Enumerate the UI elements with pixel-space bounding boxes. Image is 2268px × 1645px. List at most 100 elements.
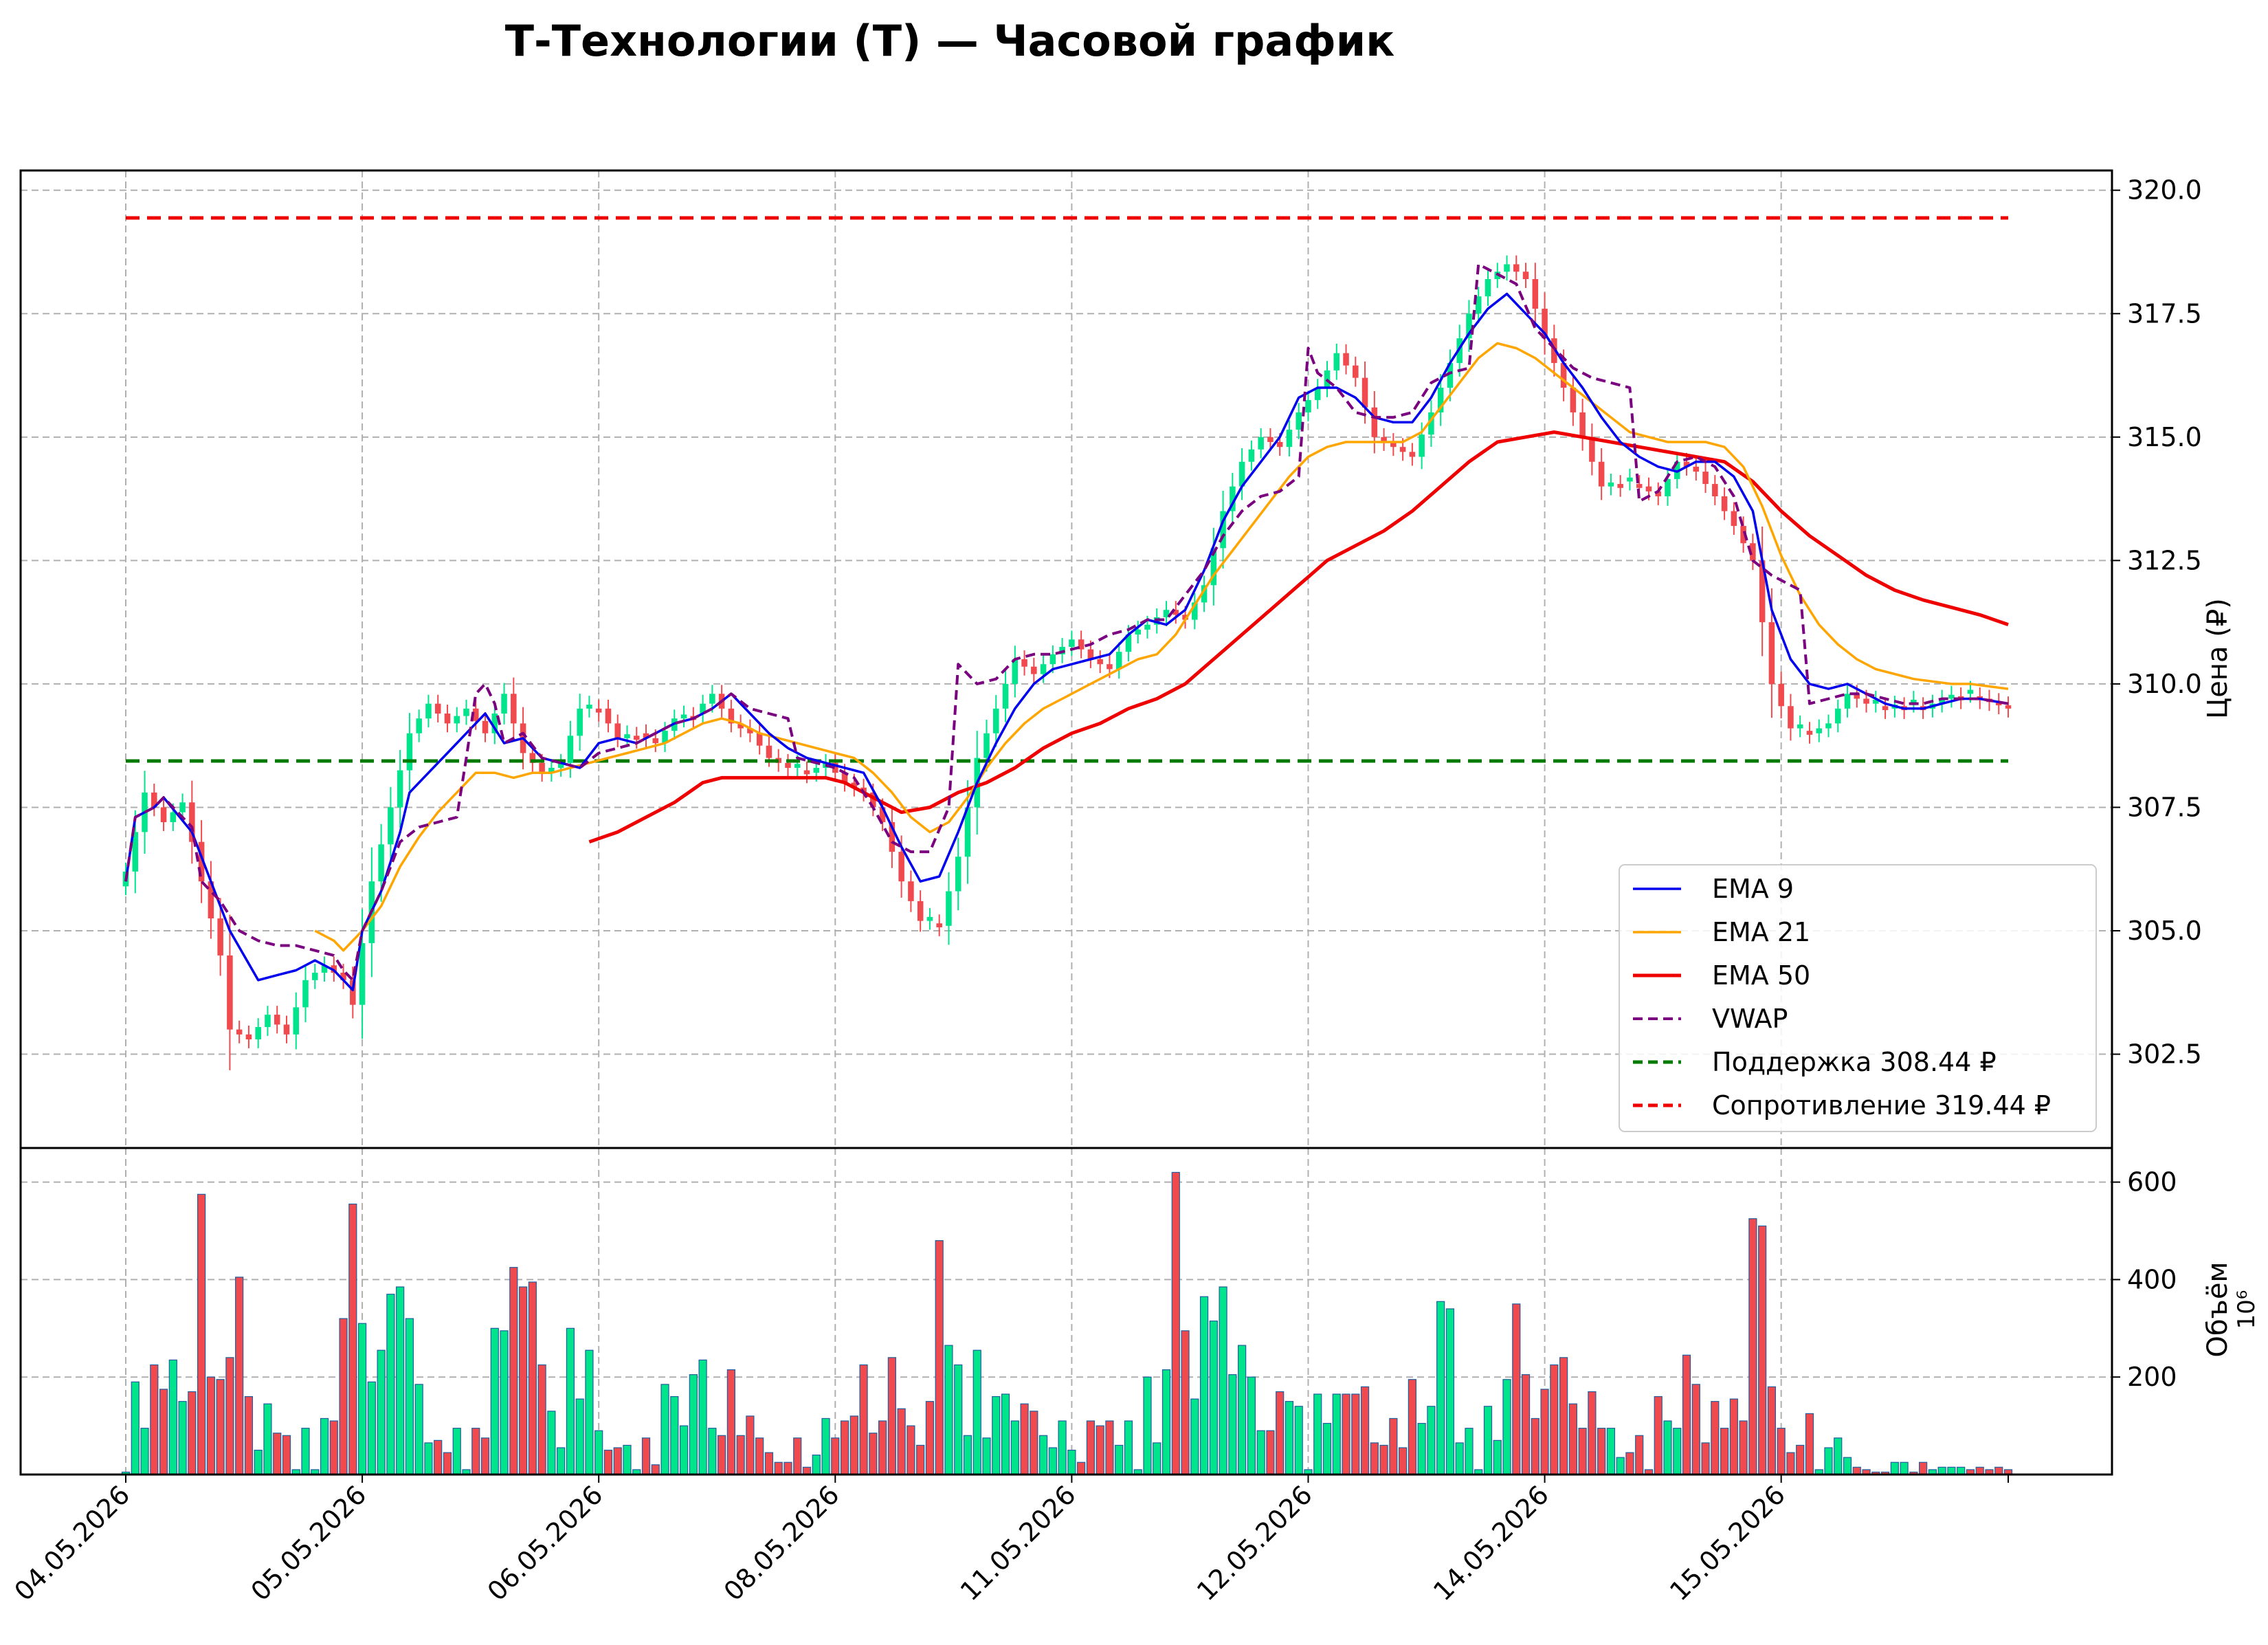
candle-body (1192, 602, 1198, 620)
volume-bar (603, 1449, 613, 1475)
candle-body (557, 762, 564, 768)
price-panel (122, 216, 2012, 1070)
volume-bar (1143, 1376, 1152, 1475)
candle-body (444, 714, 451, 724)
candle-body (680, 714, 687, 719)
volume-bar (1096, 1425, 1104, 1475)
volume-tick-label: 600 (2127, 1167, 2177, 1197)
candle-body (624, 734, 630, 738)
candle-body (1296, 412, 1302, 430)
candle-body (1078, 639, 1085, 650)
volume-bar (178, 1401, 187, 1475)
volume-bar (1957, 1466, 1966, 1475)
candle-body (709, 694, 715, 704)
candle-body (283, 1024, 290, 1035)
volume-bar (1048, 1447, 1057, 1475)
candle-body (236, 1029, 243, 1035)
volume-bar (1701, 1442, 1710, 1475)
candle-body (1456, 338, 1463, 364)
x-axis-ticks: 04.05.2026 05.05.2026 06.05.2026 08.05.2026… (8, 1475, 2009, 1607)
volume-bar (1531, 1417, 1539, 1475)
price-tick-label: 312.5 (2127, 545, 2202, 575)
candle-body (633, 736, 640, 740)
candle-body (841, 773, 848, 783)
candle-body (388, 807, 394, 845)
candle-body (595, 708, 602, 713)
volume-bar (1937, 1466, 1946, 1475)
candle-body (662, 731, 668, 744)
volume-bar (1067, 1449, 1076, 1475)
candle-body (1551, 338, 1557, 364)
candle-body (1069, 639, 1075, 648)
candle-body (1115, 652, 1122, 670)
volume-bar (708, 1428, 717, 1475)
volume-bar (1455, 1442, 1464, 1475)
legend-label: EMA 9 (1712, 874, 1794, 904)
candle-body (1419, 434, 1425, 457)
volume-bar (1483, 1406, 1493, 1475)
volume-bar (557, 1447, 566, 1475)
candle-body (1608, 482, 1614, 487)
volume-bar (1550, 1364, 1559, 1475)
price-tick-label: 315.0 (2127, 422, 2202, 452)
volume-bar (1767, 1386, 1777, 1475)
volume-bar (471, 1428, 480, 1475)
volume-bar (1285, 1401, 1294, 1475)
x-tick-label: 04.05.2026 (8, 1479, 135, 1607)
volume-bar (443, 1452, 452, 1475)
legend-label: EMA 21 (1712, 917, 1810, 947)
candle-body (293, 1007, 300, 1035)
volume-bar (216, 1379, 225, 1475)
volume-bar (1786, 1452, 1795, 1475)
candle-body (1854, 694, 1860, 699)
candle-body (1759, 560, 1766, 623)
candle-body (728, 708, 735, 724)
candle-body (1097, 659, 1103, 665)
volume-bar (377, 1349, 386, 1475)
candle-body (1135, 629, 1141, 635)
candle-body (870, 792, 876, 808)
candle-body (1731, 511, 1737, 527)
legend-label: Сопротивление 319.44 ₽ (1712, 1090, 2051, 1120)
candle-body (1702, 472, 1709, 485)
price-axis-ticks: 302.5 305.0 307.5 310.0 312.5 315.0 317.5 320.0 (2112, 175, 2202, 1070)
volume-bar (1360, 1386, 1370, 1475)
candle-body (1286, 430, 1293, 448)
ema9-line (124, 292, 2009, 991)
volume-bar (1578, 1428, 1587, 1475)
candle-body (1002, 683, 1009, 709)
candle-body (151, 792, 157, 808)
candle-body (340, 973, 346, 980)
volume-bar (1276, 1391, 1285, 1475)
volume-bar (1313, 1393, 1322, 1475)
candle-body (1967, 689, 1974, 694)
candle-body (747, 728, 753, 733)
volume-bar (764, 1452, 774, 1475)
volume-bar (1105, 1420, 1114, 1475)
chart-legend: EMA 9 EMA 21 EMA 50 VWAP Поддержка 308.44 ₽ С… (1619, 864, 2097, 1132)
candle-body (889, 822, 896, 852)
volume-bar (1512, 1303, 1521, 1475)
candle-body (1182, 615, 1188, 620)
candle-body (160, 807, 167, 822)
volume-bar (1199, 1296, 1209, 1475)
volume-bar (159, 1389, 168, 1475)
volume-bar (1606, 1428, 1616, 1475)
candle-body (482, 720, 489, 733)
volume-bar (1020, 1403, 1029, 1475)
volume-bar (1975, 1466, 1984, 1475)
candle-body (548, 768, 555, 773)
candle-body (1012, 659, 1019, 684)
candle-body (265, 1015, 271, 1028)
price-axis-label: Цена (₽) (2202, 598, 2234, 719)
volume-bar (188, 1391, 197, 1475)
volume-bar (1758, 1225, 1767, 1475)
volume-bar (367, 1381, 376, 1475)
candle-body (756, 733, 763, 746)
volume-bar (1190, 1398, 1199, 1475)
volume-bar (1748, 1218, 1757, 1475)
candle-body (1513, 264, 1520, 272)
candle-body (1834, 708, 1841, 724)
candle-body (255, 1027, 261, 1039)
volume-bar (1408, 1379, 1416, 1475)
